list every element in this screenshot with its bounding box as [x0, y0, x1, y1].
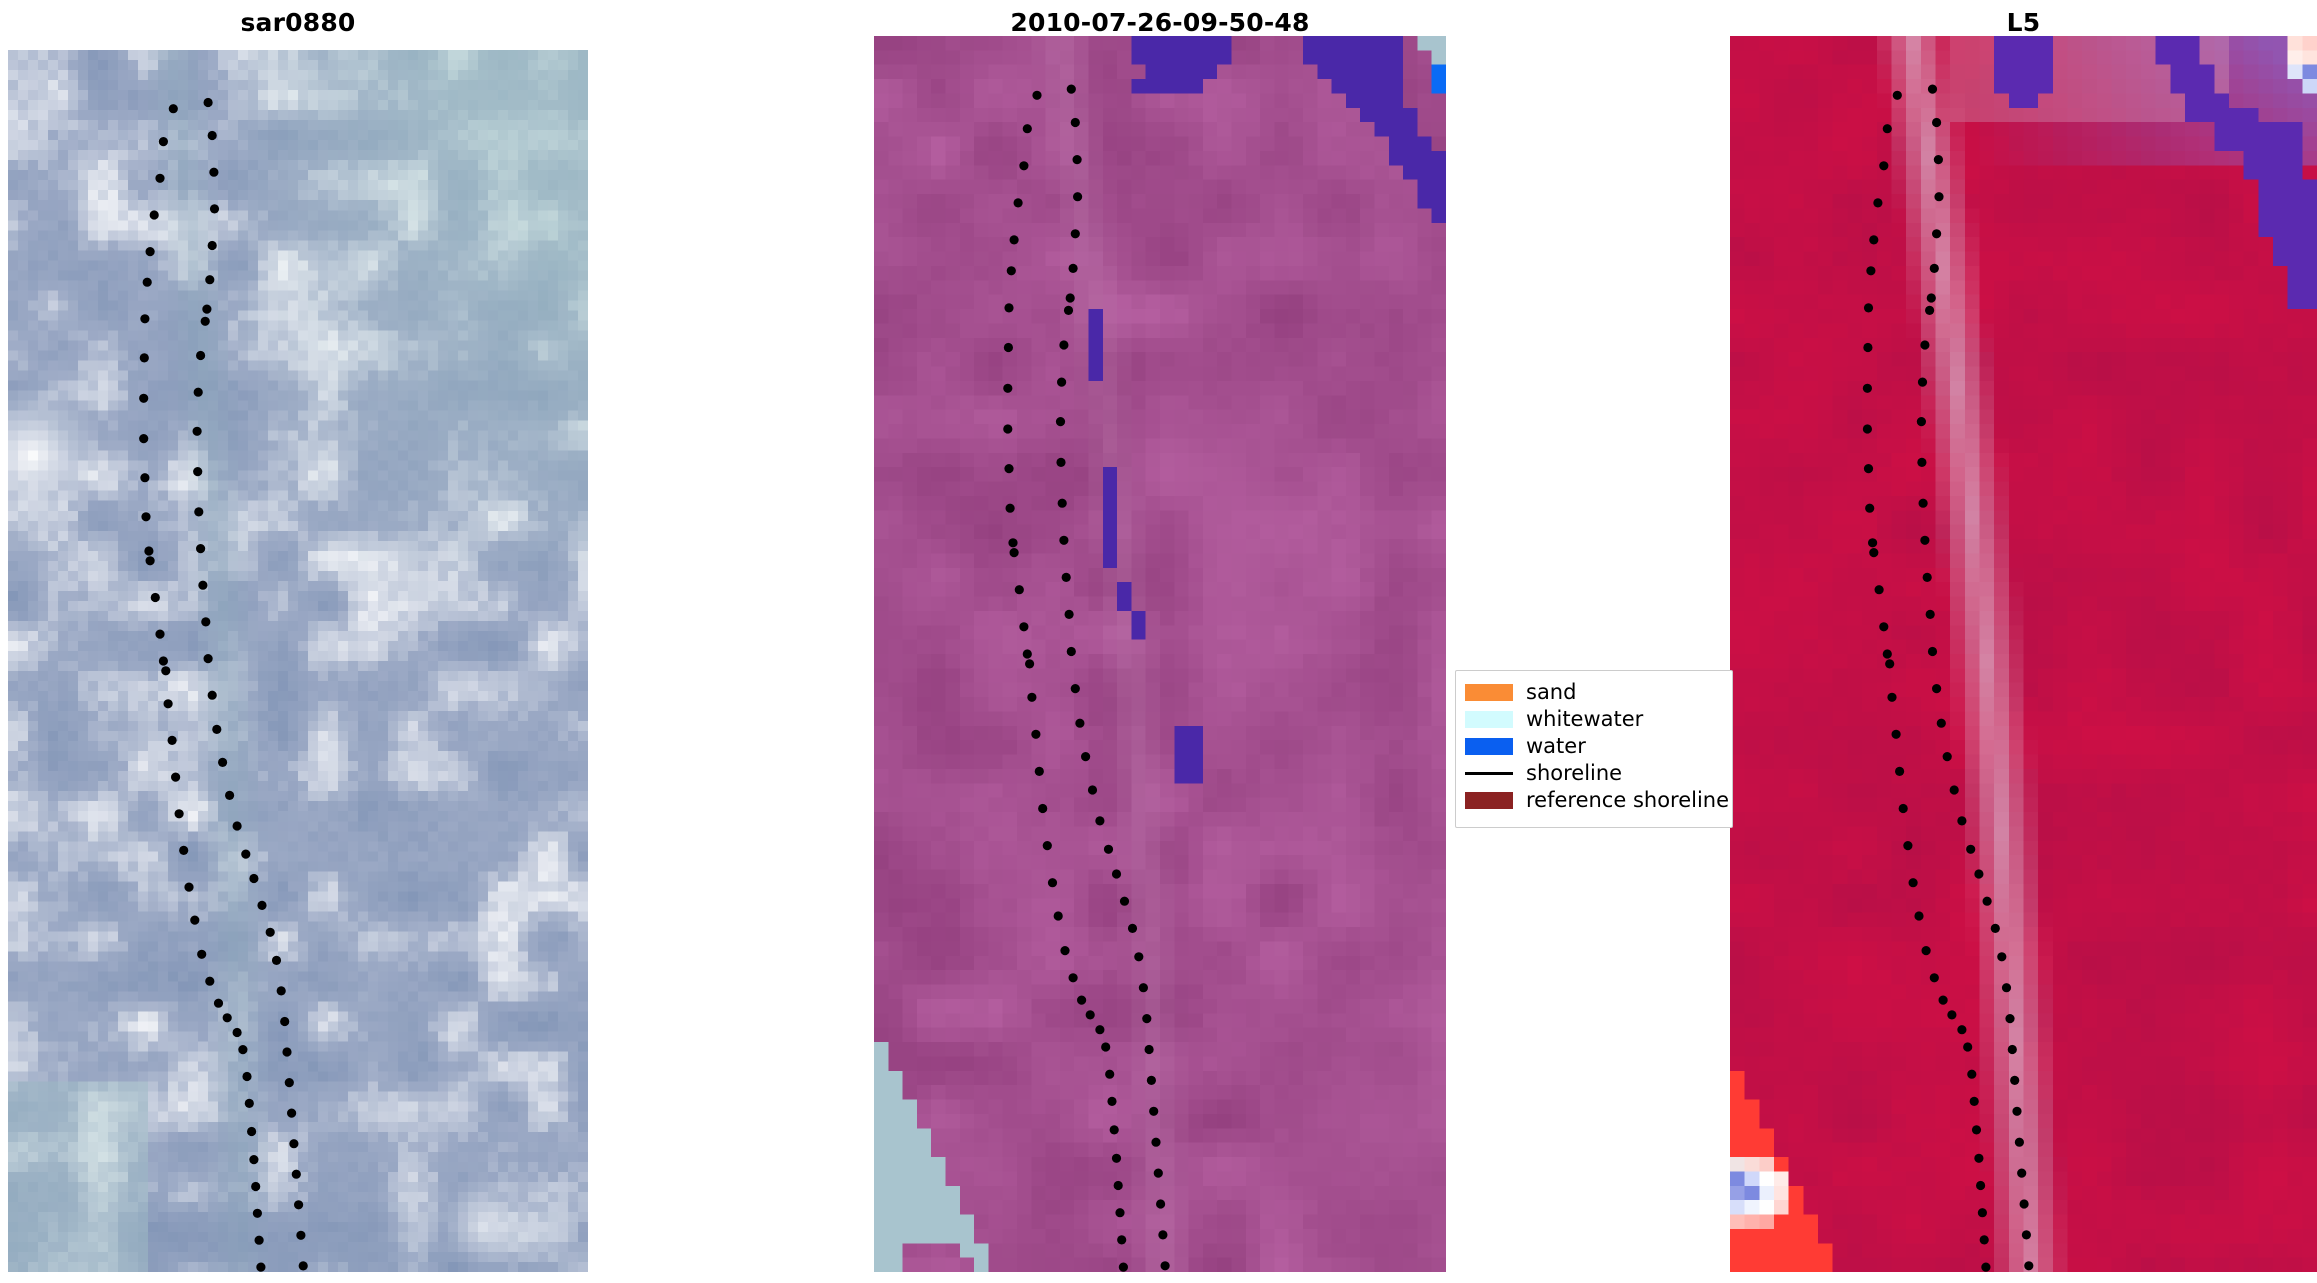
- legend-swatch-shoreline: [1465, 772, 1513, 775]
- l5-image-panel[interactable]: [1730, 36, 2317, 1272]
- classification-raster: [874, 36, 1446, 1272]
- sar-raster: [8, 50, 588, 1272]
- legend-label-water: water: [1526, 734, 1586, 758]
- legend-box[interactable]: sand whitewater water shoreline referenc…: [1455, 670, 1733, 828]
- legend-item-reference-shoreline[interactable]: reference shoreline: [1465, 787, 1729, 814]
- panel-title-classification: 2010-07-26-09-50-48: [1010, 8, 1310, 37]
- legend-swatch-reference-shoreline: [1465, 792, 1513, 809]
- panel-title-l5: L5: [2006, 8, 2041, 37]
- panel-title-sar: sar0880: [240, 8, 356, 37]
- legend-swatch-whitewater: [1465, 711, 1513, 728]
- classification-image-panel[interactable]: [874, 36, 1446, 1272]
- legend-label-reference-shoreline: reference shoreline: [1526, 788, 1730, 812]
- sar-image-panel[interactable]: [8, 50, 588, 1272]
- legend-label-whitewater: whitewater: [1526, 707, 1644, 731]
- l5-raster: [1730, 36, 2317, 1272]
- legend-label-shoreline: shoreline: [1526, 761, 1623, 785]
- legend-item-shoreline[interactable]: shoreline: [1465, 760, 1722, 787]
- legend-swatch-water: [1465, 738, 1513, 755]
- legend-item-sand[interactable]: sand: [1465, 679, 1722, 706]
- legend-swatch-sand: [1465, 684, 1513, 701]
- legend-label-sand: sand: [1526, 680, 1577, 704]
- legend-item-whitewater[interactable]: whitewater: [1465, 706, 1722, 733]
- legend-item-water[interactable]: water: [1465, 733, 1722, 760]
